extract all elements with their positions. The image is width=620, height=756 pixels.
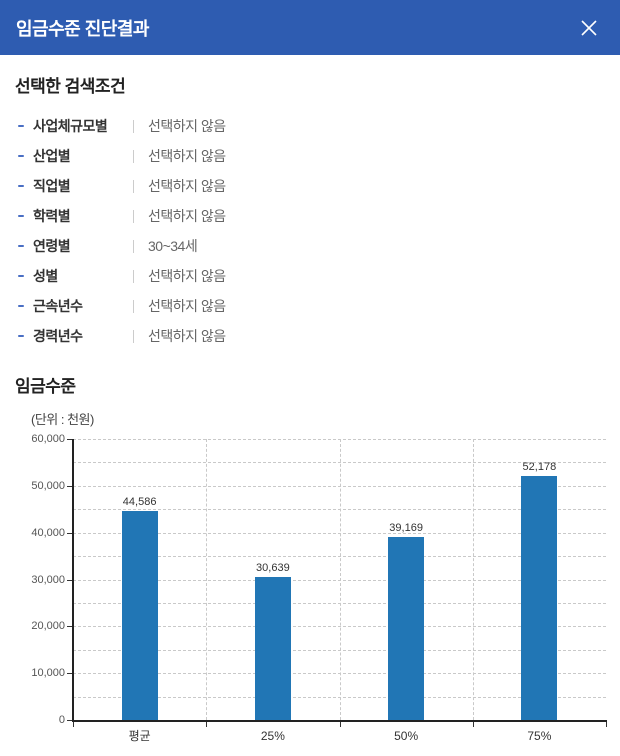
condition-divider <box>133 269 134 283</box>
bullet-dash-icon <box>18 155 24 157</box>
condition-row: 사업체규모별 선택하지 않음 <box>18 111 605 141</box>
condition-row: 근속년수 선택하지 않음 <box>18 291 605 321</box>
x-tick <box>472 722 474 727</box>
bar <box>388 536 425 720</box>
x-tick <box>206 722 208 727</box>
condition-divider <box>133 329 134 343</box>
condition-label: 성별 <box>33 268 58 284</box>
search-conditions-list: 사업체규모별 선택하지 않음 산업별 선택하지 않음 직업별 선택하지 않음 학… <box>18 111 605 351</box>
condition-value: 선택하지 않음 <box>148 148 226 164</box>
bar <box>254 576 291 720</box>
x-tick <box>606 722 607 727</box>
bar <box>521 475 558 720</box>
v-gridline <box>339 439 341 720</box>
condition-row: 연령별 30~34세 <box>18 231 605 261</box>
bullet-dash-icon <box>18 215 24 217</box>
condition-divider <box>133 239 134 253</box>
chart-unit-label: (단위 : 천원) <box>31 412 94 427</box>
condition-row: 학력별 선택하지 않음 <box>18 201 605 231</box>
x-axis-line <box>72 720 607 722</box>
bullet-dash-icon <box>18 275 24 277</box>
y-tick-label: 30,000 <box>31 573 65 586</box>
wage-section-title: 임금수준 <box>15 377 76 396</box>
modal-header: 임금수준 진단결과 <box>0 0 620 55</box>
y-tick-label: 50,000 <box>31 479 65 492</box>
x-category-label: 50% <box>394 729 419 743</box>
x-tick <box>339 722 341 727</box>
x-category-label: 평균 <box>128 729 151 743</box>
bullet-dash-icon <box>18 335 24 337</box>
condition-row: 산업별 선택하지 않음 <box>18 141 605 171</box>
condition-label: 학력별 <box>33 208 71 224</box>
condition-divider <box>133 119 134 133</box>
y-tick-label: 60,000 <box>31 433 65 445</box>
bullet-dash-icon <box>18 125 24 127</box>
condition-divider <box>133 299 134 313</box>
modal-content: 선택한 검색조건 사업체규모별 선택하지 않음 산업별 선택하지 않음 직업별 … <box>0 55 620 755</box>
condition-value: 선택하지 않음 <box>148 208 226 224</box>
y-tick-label: 40,000 <box>31 526 65 539</box>
condition-value: 선택하지 않음 <box>148 328 226 344</box>
condition-row: 직업별 선택하지 않음 <box>18 171 605 201</box>
condition-row: 경력년수 선택하지 않음 <box>18 321 605 351</box>
condition-label: 사업체규모별 <box>33 118 108 134</box>
y-tick <box>67 673 72 675</box>
close-icon <box>581 19 597 36</box>
close-button[interactable] <box>576 15 602 41</box>
condition-label: 직업별 <box>33 178 71 194</box>
condition-value: 선택하지 않음 <box>148 298 226 314</box>
y-tick <box>67 485 72 487</box>
y-tick <box>67 439 72 440</box>
bar-value-label: 30,639 <box>256 561 290 574</box>
condition-row: 성별 선택하지 않음 <box>18 261 605 291</box>
y-tick <box>67 720 72 721</box>
y-axis-line <box>72 439 74 721</box>
bullet-dash-icon <box>18 185 24 187</box>
x-tick <box>73 722 74 727</box>
search-conditions-title: 선택한 검색조건 <box>15 77 126 96</box>
y-tick <box>67 626 72 628</box>
condition-value: 선택하지 않음 <box>148 178 226 194</box>
condition-value: 선택하지 않음 <box>148 118 226 134</box>
x-category-label: 75% <box>527 729 552 743</box>
x-category-label: 25% <box>260 729 285 743</box>
bullet-dash-icon <box>18 245 24 247</box>
bullet-dash-icon <box>18 305 24 307</box>
condition-value: 선택하지 않음 <box>148 268 226 284</box>
v-gridline <box>206 439 208 720</box>
condition-value: 30~34세 <box>148 238 198 254</box>
bar-value-label: 44,586 <box>122 496 157 509</box>
y-tick <box>67 532 72 534</box>
condition-divider <box>133 209 134 223</box>
condition-label: 연령별 <box>33 238 71 254</box>
bar-value-label: 39,169 <box>389 521 423 534</box>
modal-title: 임금수준 진단결과 <box>16 18 149 39</box>
condition-divider <box>133 179 134 193</box>
condition-label: 산업별 <box>33 148 71 164</box>
bar <box>121 511 158 720</box>
condition-label: 경력년수 <box>33 328 83 344</box>
y-tick-label: 0 <box>58 714 65 726</box>
condition-label: 근속년수 <box>33 298 83 314</box>
wage-chart: 0 10,000 20,000 30,000 40,000 50,000 60,000 44,… <box>15 433 607 755</box>
v-gridline <box>472 439 474 720</box>
y-tick-label: 10,000 <box>31 667 65 680</box>
y-tick <box>67 579 72 581</box>
bar-value-label: 52,178 <box>522 460 557 473</box>
condition-divider <box>133 149 134 163</box>
y-tick-label: 20,000 <box>31 620 65 633</box>
